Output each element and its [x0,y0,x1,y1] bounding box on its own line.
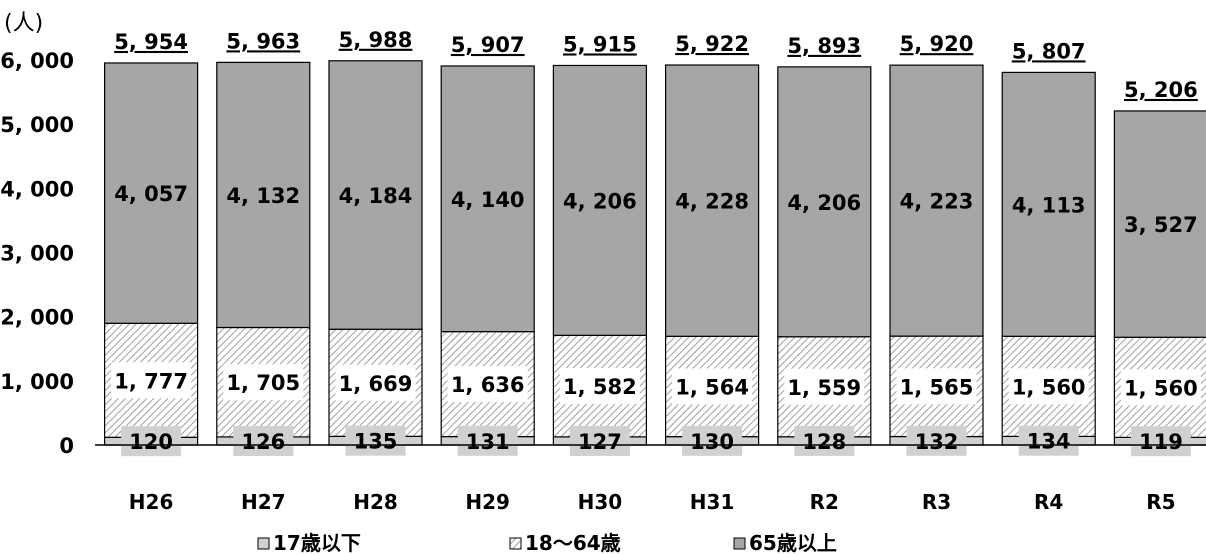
data-label-box [345,425,406,456]
bar-segment [1001,71,1096,337]
legend-label: 18～64歳 [525,531,621,555]
x-tick-label: H30 [578,490,623,514]
bar-segment [216,61,311,329]
bar-segment [1113,110,1206,338]
data-label-box [559,368,640,405]
y-axis-unit-label: (人) [4,11,43,36]
x-tick-label: R3 [922,490,951,514]
x-tick-label: H28 [353,490,398,514]
bar-segment [889,64,984,337]
data-label-box [672,368,753,405]
total-label: 5, 893 [787,34,861,58]
data-label-box [1130,426,1191,457]
legend-label: 17歳以下 [273,531,361,555]
x-tick-label: R2 [810,490,839,514]
data-label-box [784,368,865,405]
bar-segment [328,60,423,330]
legend-swatch [509,537,522,550]
data-label: 1, 560 [1124,376,1198,400]
data-label: 127 [578,430,622,454]
total-label: 5, 907 [451,33,525,57]
data-label: 134 [1027,430,1071,454]
data-label: 1, 777 [114,369,188,393]
total-label: 5, 922 [675,32,749,56]
data-label: 119 [1139,430,1183,454]
bar-segment [440,65,535,333]
bar-segment [103,62,199,324]
x-tick-label: H27 [241,490,286,514]
bar-segment [777,66,872,338]
data-label: 120 [129,430,173,454]
data-label: 4, 140 [451,188,525,212]
data-label-box [335,364,416,401]
bar-segment [664,64,760,337]
data-label: 130 [690,430,734,454]
data-label: 3, 527 [1124,213,1198,237]
data-label: 4, 228 [675,190,749,214]
data-label-box [1018,425,1079,456]
data-label: 4, 057 [114,182,188,206]
total-label: 5, 963 [226,29,300,53]
y-tick-label: 6, 000 [0,49,74,73]
bars: 120 1, 777 4, 057 5, 954 126 1, 705 4, 132 5, 9… [95,28,1206,457]
total-label: 5, 206 [1124,78,1198,102]
legend-label: 65歳以上 [749,531,837,555]
data-label: 1, 560 [1012,375,1086,399]
data-label-box [223,364,304,401]
x-tick-label: H26 [129,490,174,514]
data-label-box [794,425,855,456]
x-tick-label: H31 [690,490,735,514]
y-tick-label: 5, 000 [0,113,74,137]
data-label: 1, 636 [451,373,525,397]
data-label: 4, 132 [226,184,300,208]
y-axis: 0 1, 000 2, 000 3, 000 4, 000 5, 000 6, 000 [0,49,74,458]
total-label: 5, 988 [339,28,413,52]
data-label-box [121,426,182,457]
data-label-box [457,425,518,456]
data-label-box [233,425,294,456]
data-label: 4, 113 [1012,193,1086,217]
total-label: 5, 920 [900,32,974,56]
data-label: 1, 582 [563,375,637,399]
data-label: 4, 206 [787,191,861,215]
data-label-box [1120,369,1201,406]
y-tick-label: 1, 000 [0,370,74,394]
y-tick-label: 4, 000 [0,177,74,201]
data-label-box [1008,368,1089,405]
data-label-box [447,366,528,403]
legend: 17歳以下 18～64歳 65歳以上 [257,531,837,555]
total-label: 5, 807 [1012,39,1086,63]
data-label: 132 [915,430,959,454]
data-label: 128 [802,430,846,454]
data-label-box [906,425,967,456]
data-label: 4, 184 [339,184,413,208]
legend-swatch [257,537,270,550]
x-tick-label: H29 [465,490,510,514]
total-label: 5, 954 [114,30,188,54]
y-tick-label: 2, 000 [0,306,74,330]
data-label: 135 [354,430,398,454]
data-label-box [569,425,630,456]
data-label: 1, 669 [339,372,413,396]
data-label: 126 [241,430,285,454]
data-label: 1, 559 [787,376,861,400]
data-label: 1, 705 [226,371,300,395]
data-label: 1, 565 [900,375,974,399]
x-tick-label: R5 [1146,490,1175,514]
data-label: 1, 564 [675,375,749,399]
data-label: 4, 223 [900,190,974,214]
y-tick-label: 3, 000 [0,242,74,266]
x-tick-label: R4 [1034,490,1063,514]
y-tick-label: 0 [59,434,74,458]
data-label: 4, 206 [563,189,637,213]
data-label: 131 [466,430,510,454]
legend-swatch [733,537,746,550]
bar-segment [552,64,648,336]
x-axis-labels: H26 H27 H28 H29 H30 H31 R2 R3 R4 R5 [129,490,1176,514]
data-label-box [111,362,192,399]
data-label-box [682,425,743,456]
total-label: 5, 915 [563,32,637,56]
data-label-box [896,368,977,405]
